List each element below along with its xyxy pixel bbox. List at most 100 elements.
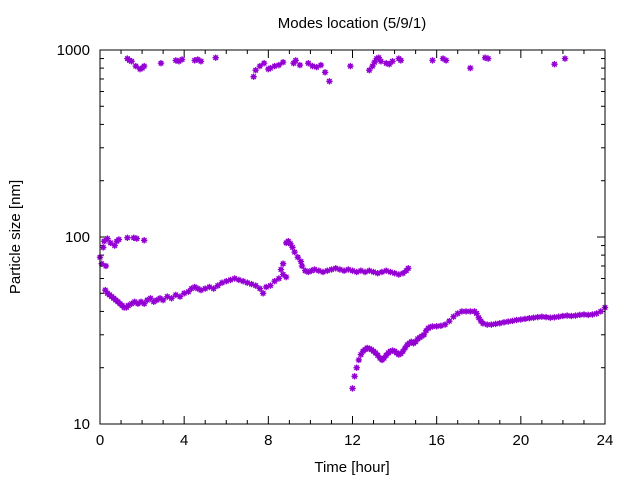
data-point (297, 258, 305, 265)
data-point (168, 295, 175, 302)
data-point (115, 236, 123, 243)
data-point (277, 266, 285, 273)
data-point (467, 64, 474, 72)
data-point (326, 78, 333, 85)
data-point (99, 244, 107, 251)
data-point (576, 311, 583, 319)
data-point (267, 282, 274, 289)
data-point (214, 282, 222, 289)
data-point (568, 312, 575, 320)
data-point (250, 73, 257, 80)
x-axis-label: Time [hour] (314, 459, 389, 476)
data-point (157, 60, 165, 67)
data-point (561, 55, 569, 62)
plot-frame (99, 49, 606, 425)
data-point (547, 314, 554, 321)
data-point (458, 308, 466, 315)
data-point (275, 61, 283, 69)
chart-title: Modes location (5/9/1) (278, 15, 426, 32)
data-point (140, 237, 148, 244)
data-point (349, 385, 356, 392)
data-point (534, 313, 541, 321)
data-point (551, 60, 558, 68)
data-point (572, 312, 579, 319)
data-point (405, 265, 412, 272)
data-point (289, 244, 296, 251)
x-tick-label: 16 (428, 432, 445, 449)
data-point (102, 262, 110, 270)
data-point (446, 317, 453, 325)
data-point (321, 69, 329, 76)
data-point (197, 58, 205, 65)
axis-tick-labels: 0 4 8 12 16 20 24 10 100 1000 (57, 42, 614, 449)
data-point (462, 308, 470, 315)
data-point (429, 57, 436, 64)
x-tick-label: 12 (344, 432, 361, 449)
data-point (291, 248, 298, 256)
data-point (377, 58, 385, 65)
data-point (124, 234, 131, 242)
data-point (397, 57, 405, 64)
data-point (353, 364, 360, 371)
x-tick-label: 20 (512, 432, 529, 449)
data-point (294, 254, 301, 261)
data-point (473, 310, 480, 317)
data-point (132, 62, 140, 70)
data-point (159, 296, 167, 304)
data-point (361, 268, 369, 276)
data-point (450, 313, 457, 320)
axis-ticks (99, 49, 606, 425)
data-point (351, 373, 358, 380)
data-point (555, 313, 562, 320)
data-point (505, 318, 512, 325)
y-tick-label: 1000 (57, 42, 90, 59)
data-point (429, 323, 436, 330)
x-tick-label: 4 (180, 432, 188, 449)
data-point (597, 308, 604, 315)
data-point (305, 60, 312, 67)
data-point (275, 275, 283, 282)
data-points (96, 54, 609, 392)
data-point (128, 58, 135, 65)
data-point (283, 273, 290, 281)
data-point (485, 55, 492, 62)
data-point (256, 62, 264, 70)
data-point (355, 356, 362, 364)
data-point (107, 239, 114, 247)
data-point (389, 58, 396, 65)
data-point (475, 314, 482, 321)
data-point (317, 61, 325, 69)
data-point (292, 57, 299, 64)
data-point (530, 314, 537, 321)
data-point (369, 62, 376, 70)
data-point (212, 54, 219, 61)
data-point (521, 315, 529, 323)
data-point (104, 235, 111, 242)
data-point (279, 260, 287, 267)
data-point (178, 56, 186, 63)
data-point (296, 61, 304, 69)
data-point (140, 62, 148, 70)
data-point (260, 60, 268, 67)
data-point (252, 282, 259, 289)
data-point (442, 57, 450, 64)
y-tick-label: 10 (73, 416, 90, 433)
y-tick-label: 100 (65, 229, 90, 246)
y-axis-label: Particle size [nm] (7, 180, 24, 294)
data-point (133, 235, 141, 242)
x-tick-label: 8 (264, 432, 272, 449)
data-point (441, 321, 449, 328)
data-point (175, 58, 183, 65)
data-point (298, 262, 306, 270)
data-point (347, 62, 354, 70)
data-point (102, 286, 109, 294)
data-point (357, 267, 365, 274)
data-point (259, 290, 267, 297)
x-tick-label: 0 (96, 432, 104, 449)
data-point (370, 268, 377, 276)
data-point (271, 278, 278, 285)
data-point (252, 66, 259, 74)
x-tick-label: 24 (597, 432, 614, 449)
data-point (517, 316, 524, 323)
